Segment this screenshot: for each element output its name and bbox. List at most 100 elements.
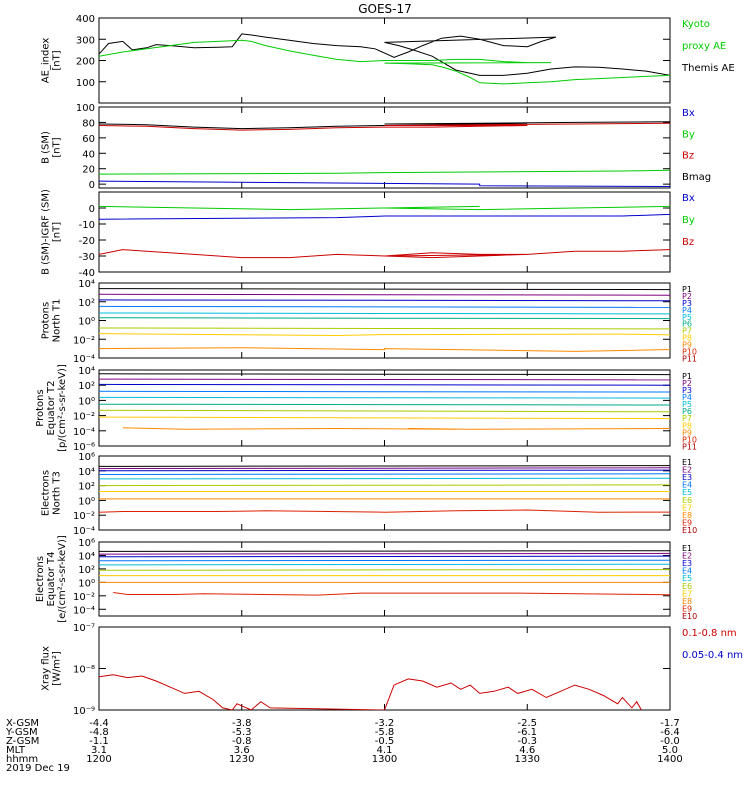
legend-entry: E10 [682,526,697,535]
y-axis-label: Equator T4 [46,552,57,607]
footer-value: -6.1 [517,727,537,738]
series-line [99,35,670,85]
legend-entry: P10 [682,348,697,357]
y-tick-label: 80 [82,118,95,129]
y-axis-label: Equator T2 [46,381,57,436]
legend-entry: P7 [682,327,692,336]
y-tick-label: 10² [78,298,95,309]
y-tick-label: 0 [89,180,95,191]
legend-entry: P3 [682,299,692,308]
panel-frame [98,626,671,711]
legend-entry: E9 [682,604,692,613]
y-axis-label: [nT] [52,137,63,157]
series-line [99,563,670,566]
footer-row-label: X-GSM [6,718,39,729]
y-tick-label: 10⁻² [73,412,95,423]
series-line [99,396,670,399]
legend-entry: P8 [682,421,692,430]
y-axis-label: Protons [35,389,46,426]
legend-entry: P9 [682,341,692,350]
footer-value: -2.5 [517,718,537,729]
legend-entry: Bz [682,237,694,248]
footer-row-label: Z-GSM [6,736,39,747]
legend-entry: Themis AE [681,63,735,74]
legend-entry: E1 [682,544,692,553]
y-tick-label: 10⁶ [78,452,95,463]
series-line [99,465,670,467]
footer-value: 1230 [229,754,254,765]
series-line [99,288,670,291]
series-line [99,299,670,302]
footer-value: -4.8 [89,727,109,738]
y-tick-label: 10⁻⁴ [73,605,95,616]
y-axis-label: AE_index [41,38,52,84]
series-line [99,469,670,472]
legend-entry: By [682,215,695,226]
series-line [99,378,670,381]
legend-entry: E5 [682,488,692,497]
legend-entry: P2 [682,292,692,301]
y-tick-label: 20 [82,165,95,176]
legend-entry: E8 [682,511,692,520]
legend-entry: P3 [682,386,692,395]
y-tick-label: 10⁻⁶ [73,442,95,453]
y-tick-label: -30 [79,252,95,263]
footer-value: -3.2 [375,718,395,729]
footer-value: -4.4 [89,718,109,729]
series-line [99,390,670,393]
legend-entry: E2 [682,466,692,475]
series-line [99,569,670,571]
footer-value: -5.8 [375,727,395,738]
series-line [99,121,670,131]
y-tick-label: 10⁰ [78,317,95,328]
series-line [113,592,670,596]
legend-entry: Bz [682,151,694,162]
y-tick-label: 10⁴ [78,551,95,562]
legend-entry: P5 [682,400,692,409]
legend-entry: E10 [682,612,697,621]
legend-entry: P4 [682,393,692,402]
legend-entry: By [682,129,695,140]
footer-value: -0.5 [375,736,395,747]
footer-value: 3.6 [234,745,250,756]
legend-entry: P9 [682,428,692,437]
legend-entry: P1 [682,372,692,381]
y-tick-label: 10⁴ [78,467,95,478]
y-tick-label: 10² [78,565,95,576]
y-axis-label: B (SM)-IGRF (SM) [41,189,52,275]
series-line [99,416,670,420]
footer-value: 1330 [515,754,540,765]
legend-entry: 0.1-0.8 nm [682,628,737,639]
y-tick-label: 10² [78,381,95,392]
y-tick-label: 10⁻⁴ [73,354,95,365]
y-tick-label: -20 [79,236,95,247]
y-tick-label: 10⁻² [73,511,95,522]
series-line [99,674,642,710]
series-line [99,403,670,406]
legend-entry: P11 [682,442,697,451]
y-tick-label: 10⁻⁹ [73,706,95,717]
y-axis-label: Electrons [35,556,46,602]
y-tick-label: 10⁻⁸ [73,665,95,676]
y-axis-label: [nT] [52,222,63,242]
footer-value: 1200 [86,754,111,765]
y-tick-label: 10⁰ [78,578,95,589]
footer-value: -3.8 [232,718,252,729]
series-line [99,293,670,296]
series-line [99,317,670,320]
legend-entry: E7 [682,503,692,512]
footer-value: 4.6 [519,745,535,756]
y-axis-label: B (SM) [41,131,52,164]
y-tick-label: 10⁰ [78,396,95,407]
y-tick-label: 100 [76,103,95,114]
y-tick-label: 10⁻² [73,592,95,603]
legend-entry: E4 [682,481,692,490]
series-line [99,550,670,552]
y-tick-label: 10⁰ [78,496,95,507]
footer-value: 1300 [372,754,397,765]
y-tick-label: 10⁴ [78,366,95,377]
series-line [99,180,670,188]
series-line [99,333,670,337]
y-tick-label: 100 [76,78,95,89]
y-axis-label: North T1 [52,299,63,343]
